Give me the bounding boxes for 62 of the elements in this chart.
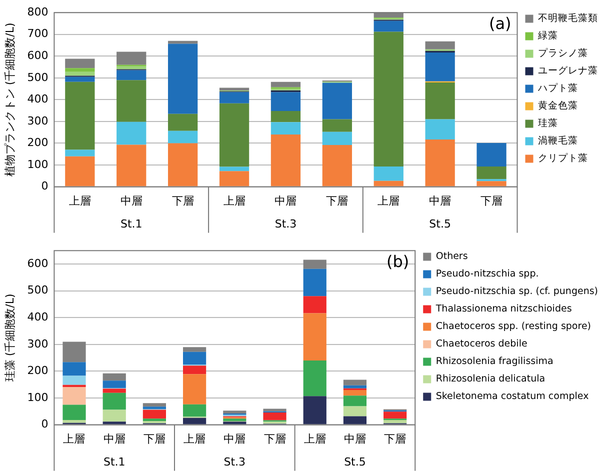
x-tick-label: 下層 (264, 432, 286, 446)
y-tick-label: 100 (27, 158, 48, 171)
y-tick-label: 200 (27, 364, 48, 378)
annotation: (b) (386, 252, 410, 271)
legend-label: Rhizosolenia delicatula (436, 374, 546, 385)
x-tick-label: 中層 (224, 432, 246, 446)
legend-label: Pseudo-nitzschia sp. (cf. pungens) (436, 286, 598, 298)
annotation: (a) (488, 14, 512, 33)
legend-label: Thalassionema nitzschioides (434, 304, 572, 315)
y-tick-label: 800 (27, 5, 48, 18)
y-tick-label: 300 (27, 114, 48, 128)
legend-label: Pseudo-nitzschia spp. (436, 268, 539, 280)
y-tick-label: 0 (41, 418, 48, 431)
x-tick-label: 下層 (172, 194, 194, 208)
y-axis-title: 珪藻 (千細胞数/L) (3, 294, 16, 382)
legend-label: クリプト藻 (538, 152, 588, 164)
legend-label: Skeletonema costatum complex (436, 391, 590, 402)
x-tick-label: 上層 (304, 432, 326, 446)
x-tick-label: 上層 (378, 194, 400, 208)
y-tick-label: 600 (27, 49, 48, 62)
legend-label: 不明鞭毛藻類 (538, 12, 598, 24)
x-tick-label: 中層 (429, 194, 452, 208)
legend-label: プラシノ藻 (538, 47, 588, 60)
y-tick-label: 100 (27, 390, 48, 404)
text: St.5 (429, 218, 451, 231)
y-tick-label: 500 (27, 284, 48, 297)
text: St.1 (120, 218, 142, 231)
text: St.5 (344, 456, 366, 469)
x-tick-label: 下層 (384, 432, 406, 446)
legend-label: 黄金色藻 (538, 100, 578, 112)
legend-label: Chaetoceros debile (436, 338, 528, 350)
y-tick-label: 600 (27, 256, 48, 270)
legend-label: 珪藻 (538, 117, 558, 130)
x-tick-label: 上層 (184, 432, 206, 446)
legend-label: ユーグレナ藻 (538, 64, 598, 77)
text: St.3 (224, 456, 246, 469)
legend-label: Rhizosolenia fragilissima (436, 356, 554, 368)
text: St.1 (103, 456, 126, 469)
y-tick-label: 500 (27, 70, 48, 84)
x-tick-label: 中層 (274, 194, 297, 208)
y-axis-title: 植物プランクトン (千細胞数/L) (3, 22, 16, 177)
y-tick-label: 700 (27, 27, 48, 40)
text: St.3 (274, 218, 297, 231)
x-tick-label: 上層 (68, 194, 91, 208)
x-tick-label: 上層 (223, 194, 246, 208)
x-tick-label: 上層 (63, 432, 86, 446)
y-tick-label: 0 (41, 180, 48, 193)
x-tick-label: 中層 (120, 194, 142, 208)
legend-label: 緑藻 (537, 30, 558, 42)
y-tick-label: 400 (27, 92, 48, 106)
x-tick-label: 下層 (143, 432, 166, 446)
legend-label: Others (436, 251, 468, 262)
legend-label: Chaetoceros spp. (resting spore) (436, 321, 592, 332)
x-tick-label: 中層 (103, 432, 126, 446)
x-tick-label: 下層 (326, 194, 348, 208)
x-tick-label: 中層 (344, 432, 366, 446)
y-tick-label: 400 (27, 310, 48, 324)
legend-label: ハプト藻 (537, 82, 578, 94)
legend-label: 渦鞭毛藻 (538, 134, 578, 147)
y-tick-label: 300 (27, 337, 48, 350)
x-tick-label: 下層 (480, 194, 503, 208)
y-tick-label: 200 (27, 136, 48, 150)
